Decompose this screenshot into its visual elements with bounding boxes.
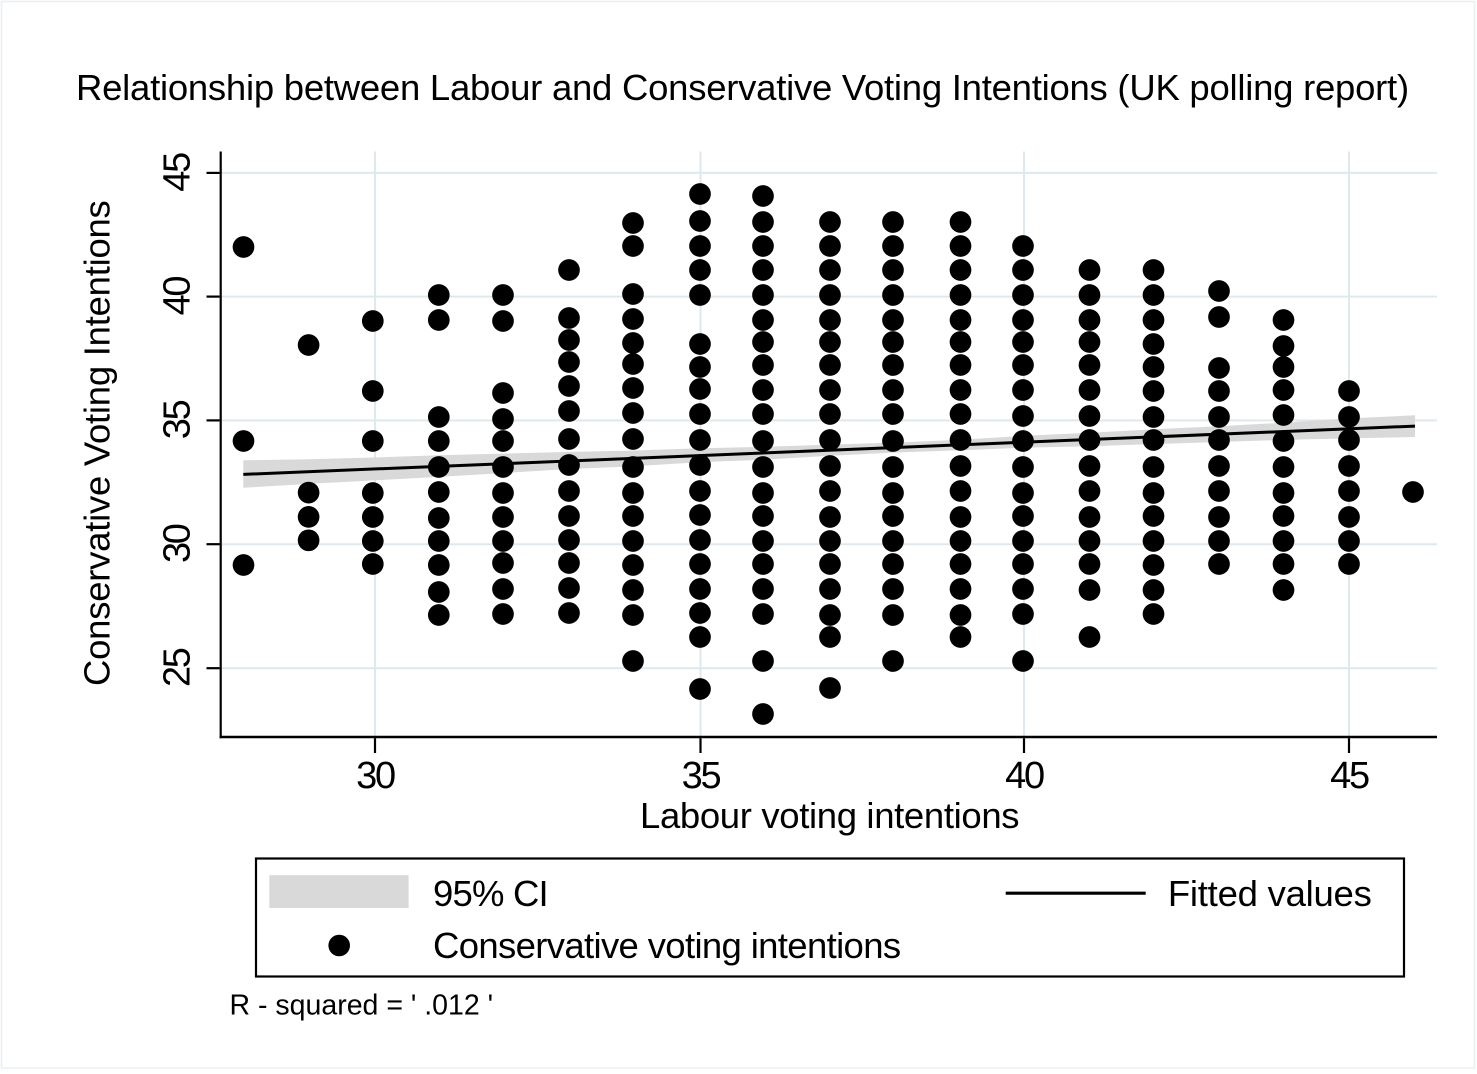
svg-text:Labour voting intentions: Labour voting intentions bbox=[640, 795, 1019, 836]
svg-text:40: 40 bbox=[1005, 755, 1044, 797]
svg-text:R - squared = ' .012 ': R - squared = ' .012 ' bbox=[230, 990, 494, 1022]
svg-text:35: 35 bbox=[682, 755, 721, 797]
svg-text:35: 35 bbox=[157, 400, 199, 439]
svg-text:40: 40 bbox=[157, 277, 199, 316]
svg-text:Relationship between Labour an: Relationship between Labour and Conserva… bbox=[76, 67, 1409, 108]
svg-text:45: 45 bbox=[1330, 755, 1369, 797]
svg-text:30: 30 bbox=[157, 524, 199, 563]
svg-text:45: 45 bbox=[157, 153, 199, 192]
svg-text:25: 25 bbox=[157, 648, 199, 687]
svg-text:Fitted values: Fitted values bbox=[1168, 873, 1372, 914]
svg-text:30: 30 bbox=[356, 755, 395, 797]
svg-text:Conservative Voting Intentions: Conservative Voting Intentions bbox=[77, 200, 118, 686]
svg-text:95% CI: 95% CI bbox=[433, 873, 548, 914]
svg-text:Conservative voting intentions: Conservative voting intentions bbox=[433, 925, 900, 966]
